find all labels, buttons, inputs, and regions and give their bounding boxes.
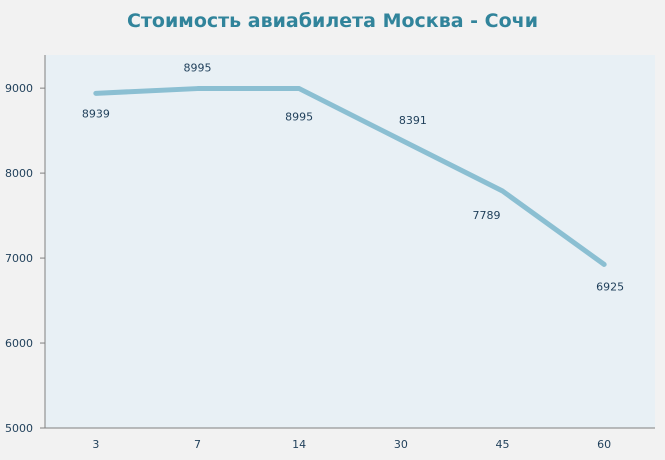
data-label: 6925	[596, 280, 624, 293]
x-tick-label: 30	[394, 438, 408, 451]
x-tick-label: 14	[292, 438, 306, 451]
x-tick-label: 3	[92, 438, 99, 451]
y-tick-label: 5000	[5, 422, 33, 435]
x-tick-label: 60	[597, 438, 611, 451]
chart-title: Стоимость авиабилета Москва - Сочи	[126, 10, 539, 32]
y-tick-label: 6000	[5, 337, 33, 350]
x-tick-label: 7	[194, 438, 201, 451]
y-tick-label: 9000	[5, 82, 33, 95]
data-label: 8995	[285, 111, 313, 124]
y-tick-label: 8000	[5, 167, 33, 180]
price-line	[93, 86, 607, 267]
data-label: 8995	[184, 62, 212, 75]
data-label: 8939	[82, 107, 110, 120]
data-label: 7789	[473, 209, 501, 222]
y-tick-label: 7000	[5, 252, 33, 265]
plot-area	[45, 55, 655, 428]
data-label: 8391	[399, 114, 427, 127]
x-tick-label: 45	[496, 438, 510, 451]
